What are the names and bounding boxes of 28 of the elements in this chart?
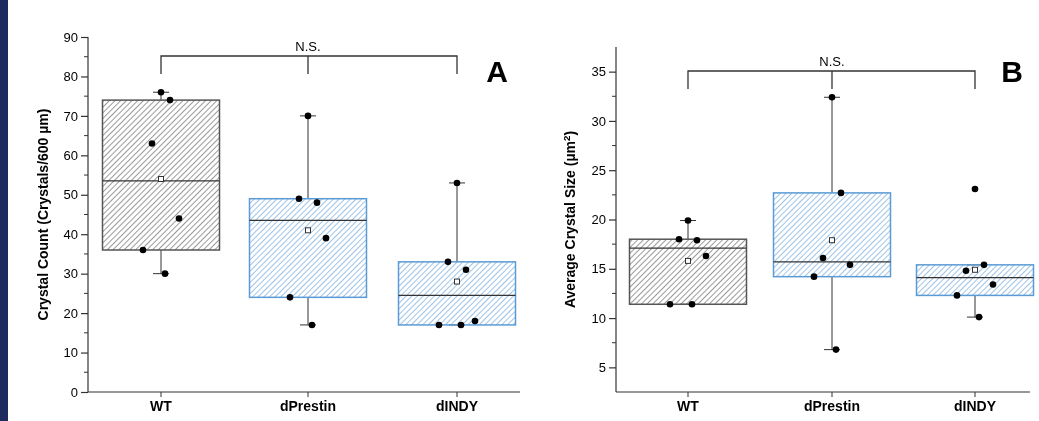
y-tick-label: 80 [63,69,78,85]
y-tick-label: 20 [591,212,606,228]
x-tick-label: dPrestin [803,398,861,414]
annotation: N.S. [295,39,321,54]
y-tick-label: 10 [63,345,78,361]
y-tick-label: 50 [63,187,78,203]
x-tick-label: WT [677,398,700,414]
y-tick-label: 30 [63,266,78,282]
y-tick-label: 90 [63,29,78,45]
x-tick-label: dINDY [954,398,997,414]
y-tick-label: 15 [591,261,606,277]
annotation: N.S. [819,54,845,69]
y-axis-title: Crystal Count (Crystals/600 µm) [35,108,51,321]
x-tick-label: dINDY [436,398,479,414]
x-tick-label: dPrestin [279,398,337,414]
annotation: A [486,55,508,88]
y-tick-label: 20 [63,305,78,321]
y-tick-label: 30 [591,113,606,129]
y-tick-label: 70 [63,108,78,124]
x-tick-label: WT [150,398,173,414]
y-tick-label: 5 [598,360,606,376]
y-tick-label: 60 [63,147,78,163]
y-tick-label: 0 [70,384,78,400]
y-tick-label: 10 [591,310,606,326]
y-tick-label: 35 [591,64,606,80]
y-tick-label: 25 [591,162,606,178]
y-tick-label: 40 [63,226,78,242]
annotation: B [1001,55,1023,88]
